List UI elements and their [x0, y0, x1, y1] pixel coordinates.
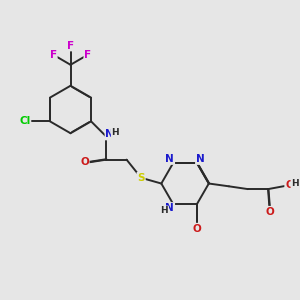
Text: O: O — [285, 180, 294, 190]
Text: S: S — [137, 173, 145, 183]
Text: F: F — [67, 40, 74, 50]
Text: N: N — [166, 154, 174, 164]
Text: H: H — [112, 128, 119, 137]
Text: H: H — [291, 179, 299, 188]
Text: F: F — [84, 50, 92, 60]
Text: H: H — [160, 206, 168, 215]
Text: N: N — [196, 154, 205, 164]
Text: Cl: Cl — [19, 116, 31, 126]
Text: O: O — [80, 158, 89, 167]
Text: N: N — [105, 130, 114, 140]
Text: N: N — [166, 203, 174, 213]
Text: O: O — [193, 224, 201, 234]
Text: O: O — [265, 207, 274, 217]
Text: F: F — [50, 50, 57, 60]
